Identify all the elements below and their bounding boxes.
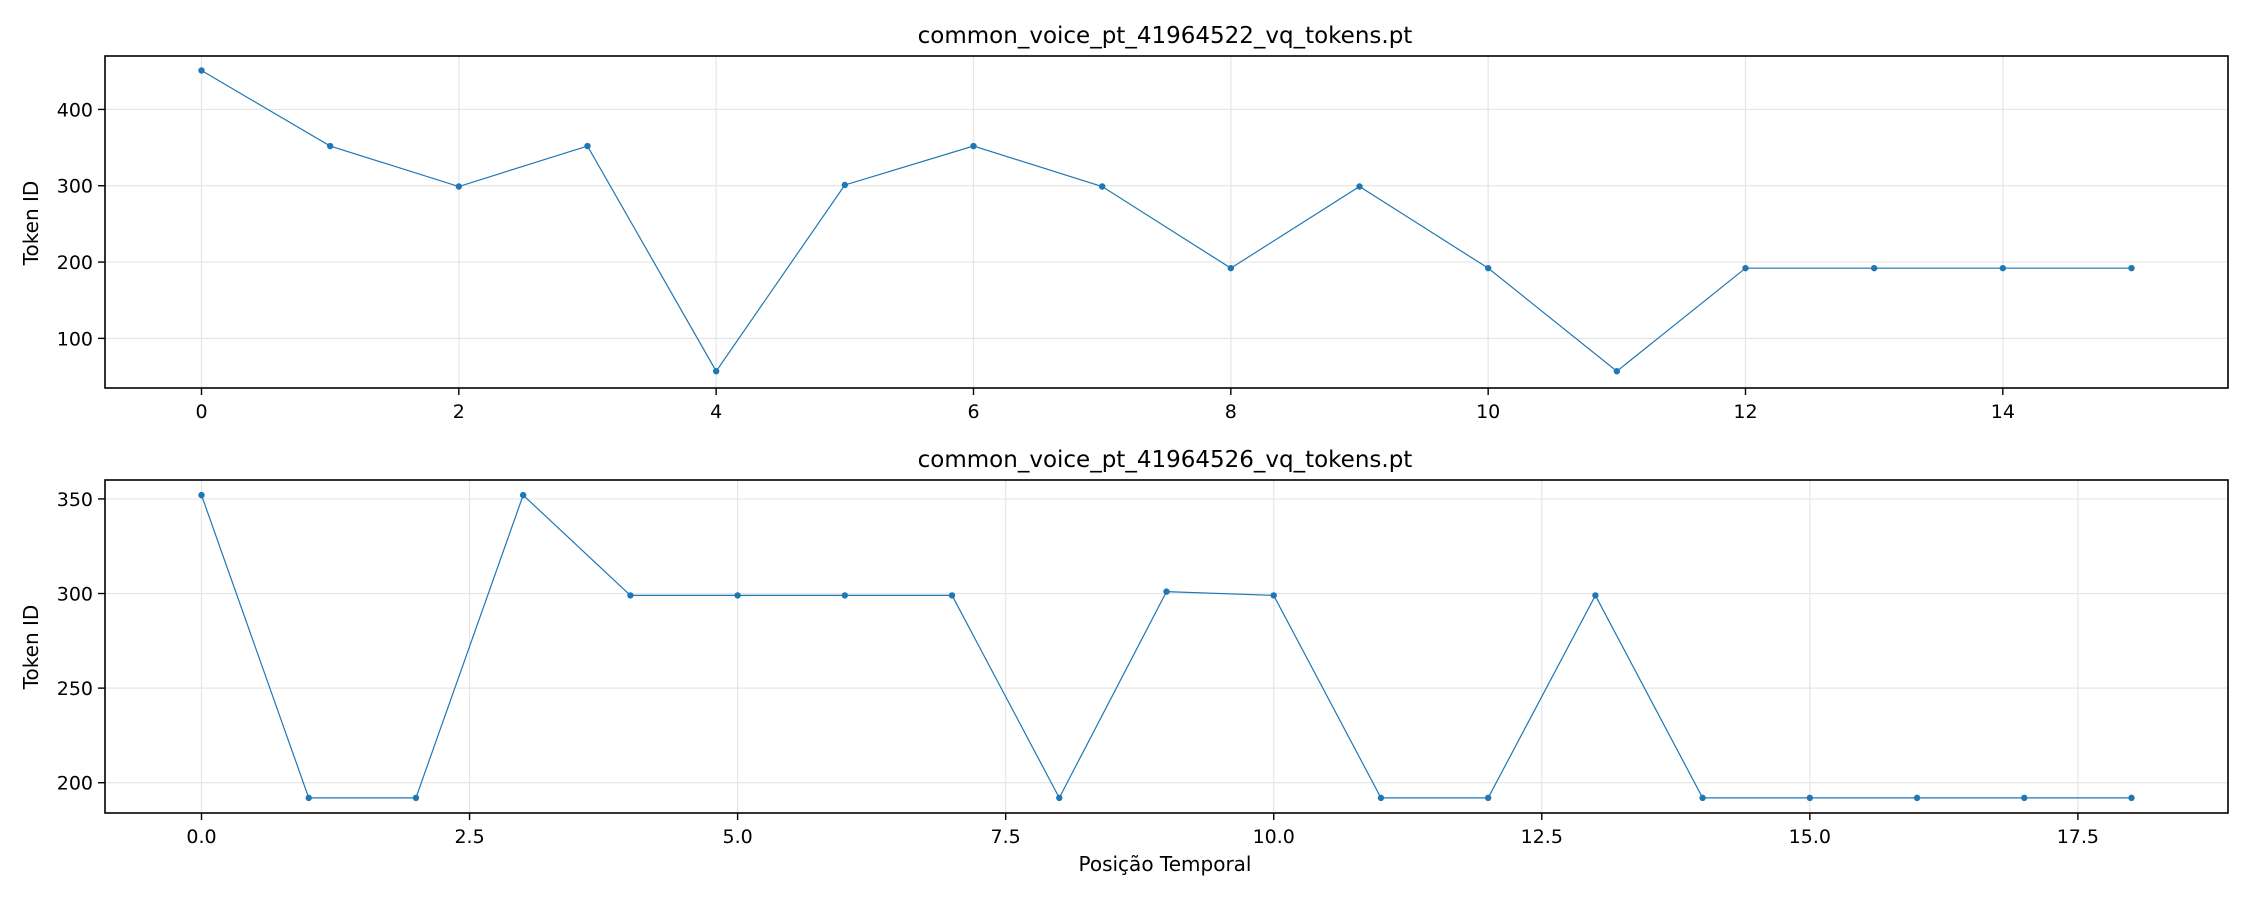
x-tick-label: 7.5	[991, 826, 1021, 848]
data-point	[1613, 368, 1621, 375]
x-tick-label: 12.5	[1521, 826, 1563, 848]
grid-lines	[105, 56, 2228, 388]
data-point	[305, 794, 312, 802]
data-point	[627, 592, 634, 599]
axes: 0.0 2.5 5.0 7.5 10.0 12.5 15.0 17.5 200 250 300 350	[57, 489, 2099, 848]
data-point	[2128, 794, 2135, 802]
data-point	[198, 67, 205, 74]
y-tick-label: 300	[57, 176, 93, 198]
data-series	[198, 491, 2135, 802]
data-point	[1592, 592, 1599, 599]
data-point	[455, 183, 463, 190]
top-chart: common_voice_pt_41964522_vq_tokens.pt To…	[19, 23, 2229, 423]
x-tick-label: 6	[967, 401, 979, 423]
x-tick-label: 2	[453, 401, 465, 423]
data-point	[841, 181, 849, 189]
y-tick-label: 200	[57, 252, 93, 274]
x-tick-label: 8	[1225, 401, 1237, 423]
data-point	[2021, 794, 2028, 802]
x-tick-label: 12	[1733, 401, 1757, 423]
plot-frame	[104, 55, 2229, 389]
y-axis-label: Token ID	[19, 181, 43, 267]
data-point	[712, 368, 720, 375]
y-tick-label: 250	[57, 678, 93, 700]
data-point	[1484, 264, 1492, 272]
data-point	[1870, 264, 1878, 272]
x-tick-label: 10.0	[1253, 826, 1295, 848]
bottom-chart: common_voice_pt_41964526_vq_tokens.pt To…	[19, 447, 2229, 876]
data-point	[970, 142, 977, 150]
y-axis-label: Token ID	[19, 605, 43, 691]
data-point	[326, 142, 334, 150]
y-tick-label: 350	[57, 489, 93, 511]
data-point	[1742, 264, 1749, 272]
x-tick-label: 15.0	[1789, 826, 1831, 848]
data-series	[198, 67, 2135, 375]
data-point	[1484, 794, 1492, 802]
data-point	[1699, 794, 1706, 802]
chart-title: common_voice_pt_41964522_vq_tokens.pt	[918, 23, 1413, 49]
x-tick-label: 10	[1476, 401, 1500, 423]
y-tick-label: 400	[57, 99, 93, 121]
axes: 0 2 4 6 8 10 12 14 100 200 300 400	[57, 99, 2015, 423]
x-tick-label: 17.5	[2057, 826, 2099, 848]
chart-title: common_voice_pt_41964526_vq_tokens.pt	[918, 447, 1413, 473]
y-tick-label: 100	[57, 328, 93, 350]
x-tick-label: 2.5	[454, 826, 484, 848]
data-point	[198, 491, 205, 499]
data-point	[1913, 794, 1921, 802]
data-point	[734, 592, 741, 599]
series-line	[201, 69, 2132, 373]
data-point	[1356, 183, 1363, 190]
data-point	[2128, 264, 2135, 272]
x-tick-label: 0.0	[186, 826, 216, 848]
data-point	[412, 794, 420, 802]
data-point	[841, 592, 849, 599]
data-point	[584, 142, 591, 150]
data-point	[948, 592, 956, 599]
x-tick-label: 0	[195, 401, 207, 423]
data-point	[1999, 264, 2007, 272]
data-point	[1806, 794, 1814, 802]
data-point	[1377, 794, 1385, 802]
series-line	[200, 494, 2132, 800]
data-point	[519, 491, 527, 499]
plot-frame	[104, 479, 2229, 814]
x-tick-label: 14	[1991, 401, 2015, 423]
x-tick-label: 4	[710, 401, 722, 423]
data-point	[1227, 264, 1235, 272]
y-tick-label: 300	[57, 584, 93, 606]
x-axis-label: Posição Temporal	[1079, 852, 1252, 876]
data-point	[1163, 588, 1170, 595]
grid-lines	[105, 480, 2228, 813]
data-point	[1098, 183, 1106, 190]
x-tick-label: 5.0	[723, 826, 753, 848]
y-tick-label: 200	[57, 773, 93, 795]
data-point	[1270, 592, 1277, 599]
data-point	[1056, 794, 1063, 802]
